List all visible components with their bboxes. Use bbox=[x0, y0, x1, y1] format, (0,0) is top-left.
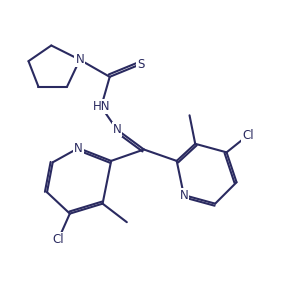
Text: N: N bbox=[76, 53, 84, 66]
Text: Cl: Cl bbox=[242, 129, 254, 142]
Text: N: N bbox=[180, 189, 188, 202]
Text: N: N bbox=[113, 123, 121, 136]
Text: HN: HN bbox=[92, 100, 110, 113]
Text: S: S bbox=[137, 57, 145, 71]
Text: Cl: Cl bbox=[53, 233, 64, 246]
Text: N: N bbox=[74, 141, 83, 155]
